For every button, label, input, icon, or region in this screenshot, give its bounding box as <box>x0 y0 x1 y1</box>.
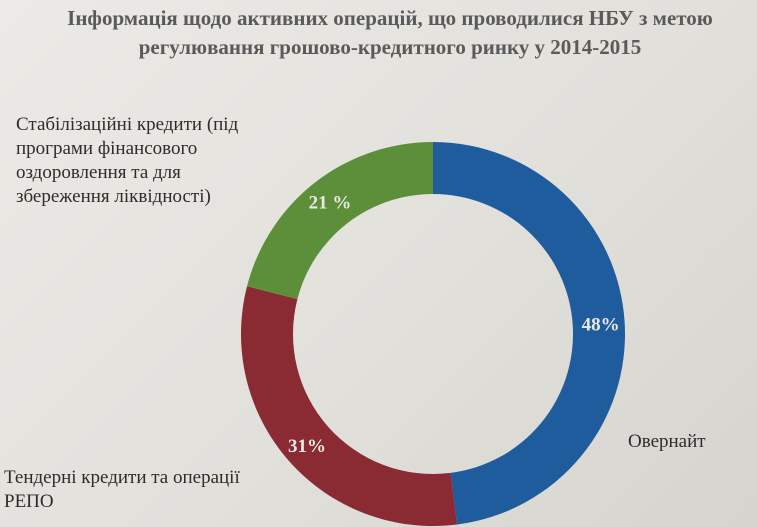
category-label-stabilization: Стабілізаційні кредити (під програми фін… <box>16 113 266 209</box>
category-label-stabilization-line-3: оздоровлення та для <box>16 162 181 183</box>
donut-slice-tender <box>241 286 458 526</box>
chart-title-line-1: Інформація щодо активних операцій, що пр… <box>67 6 713 30</box>
category-label-tender-line-2: РЕПО <box>4 491 54 512</box>
category-label-stabilization-line-1: Стабілізаційні кредити (під <box>16 114 239 135</box>
category-label-stabilization-line-2: програми фінансового <box>16 138 198 159</box>
chart-title: Інформація щодо активних операцій, що пр… <box>40 4 740 62</box>
chart-title-line-2: регулювання грошово-кредитного ринку у 2… <box>138 35 642 59</box>
category-label-tender: Тендерні кредити та операції РЕПО <box>4 466 314 514</box>
data-label-tender: 31% <box>288 436 326 457</box>
data-label-overnight: 48% <box>582 314 620 335</box>
donut-slice-overnight <box>433 142 626 525</box>
data-labels: 48% 31% 21 % <box>288 192 620 457</box>
category-label-overnight: Овернайт <box>628 431 706 452</box>
data-label-stabilization: 21 % <box>309 192 352 213</box>
category-label-tender-line-1: Тендерні кредити та операції <box>4 467 240 488</box>
category-label-stabilization-line-4: збереження ліквідності) <box>16 186 211 207</box>
donut-slice-stabilization <box>247 142 433 300</box>
donut-slices <box>241 142 626 526</box>
